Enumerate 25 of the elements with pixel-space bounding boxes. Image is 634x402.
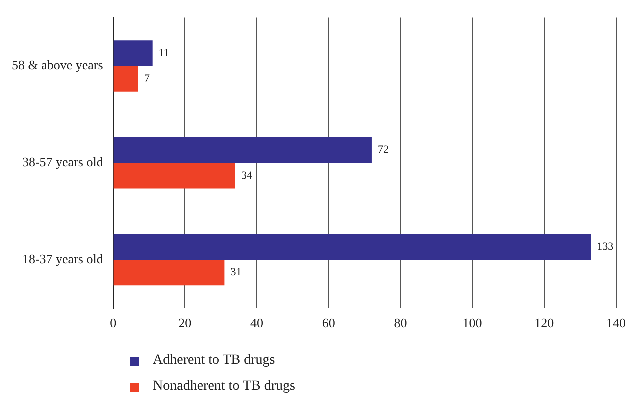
x-tick-label: 140	[606, 316, 626, 331]
bar	[114, 40, 153, 66]
bar	[114, 260, 225, 286]
data-label: 133	[597, 241, 614, 254]
data-label: 11	[158, 47, 170, 60]
data-label: 34	[241, 170, 253, 182]
y-tick-label: 18-37 years old	[22, 251, 104, 266]
bar	[114, 163, 236, 189]
x-tick-label: 100	[462, 316, 482, 331]
legend-label: Adherent to TB drugs	[153, 353, 276, 369]
data-label: 31	[230, 266, 242, 279]
x-tick-label: 80	[394, 316, 408, 331]
bar	[114, 137, 372, 164]
x-tick-label: 120	[534, 316, 554, 331]
bar	[114, 234, 592, 260]
data-label: 7	[144, 72, 150, 85]
x-tick-label: 0	[110, 316, 117, 331]
y-tick-label: 38-57 years old	[22, 154, 104, 170]
y-tick-label: 58 & above years	[12, 58, 104, 73]
x-tick-label: 60	[322, 316, 336, 331]
bar	[114, 66, 138, 92]
x-tick-label: 40	[250, 316, 264, 331]
data-label: 72	[378, 144, 389, 156]
legend-label: Nonadherent to TB drugs	[153, 379, 296, 395]
x-tick-label: 20	[178, 316, 192, 331]
